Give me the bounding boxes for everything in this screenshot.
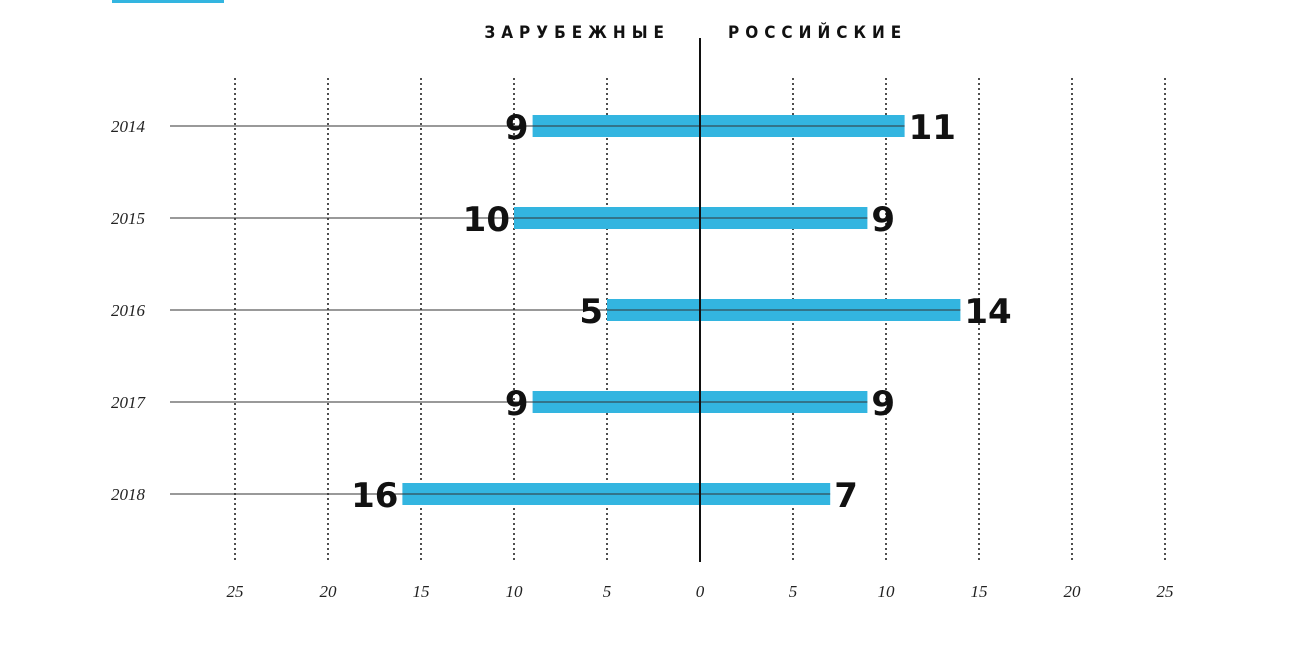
- left-group-label: ЗАРУБЕЖНЫЕ: [484, 23, 670, 43]
- category-label: 2015: [111, 209, 145, 228]
- category-label: 2018: [111, 485, 146, 504]
- value-label-right: 7: [834, 476, 858, 516]
- value-label-left: 9: [505, 384, 529, 424]
- category-label: 2016: [111, 301, 146, 320]
- bar-row: 2014 9 11: [111, 108, 956, 148]
- x-axis-ticks: 25 20 15 10 5 0 5 10 15 20 25: [227, 582, 1174, 601]
- value-label-left: 5: [579, 292, 603, 332]
- category-label: 2017: [111, 393, 147, 412]
- right-group-label: РОССИЙСКИЕ: [728, 21, 907, 43]
- x-tick-label: 15: [413, 582, 430, 601]
- value-label-right: 9: [871, 384, 895, 424]
- value-label-right: 14: [964, 292, 1011, 332]
- bar-row: 2015 10 9: [111, 200, 895, 240]
- x-tick-label: 15: [971, 582, 988, 601]
- x-tick-label: 20: [1064, 582, 1082, 601]
- value-label-right: 11: [909, 108, 956, 148]
- x-tick-label: 0: [696, 582, 705, 601]
- x-tick-label: 5: [603, 582, 612, 601]
- bar-row: 2016 5 14: [111, 292, 1012, 332]
- bar-row: 2017 9 9: [111, 384, 895, 424]
- value-label-left: 10: [463, 200, 510, 240]
- x-tick-label: 25: [1157, 582, 1174, 601]
- value-label-left: 16: [351, 476, 398, 516]
- bar-row: 2018 16 7: [111, 476, 858, 516]
- bar-rows: 2014 9 11 2015 10 9 2016 5 14 2017 9 9 2018 16 7: [111, 108, 1012, 516]
- category-label: 2014: [111, 117, 146, 136]
- top-accent-strip: [112, 0, 224, 3]
- x-tick-label: 10: [878, 582, 896, 601]
- x-tick-label: 5: [789, 582, 798, 601]
- value-label-right: 9: [871, 200, 895, 240]
- x-tick-label: 10: [506, 582, 524, 601]
- value-label-left: 9: [505, 108, 529, 148]
- x-tick-label: 25: [227, 582, 244, 601]
- x-tick-label: 20: [320, 582, 338, 601]
